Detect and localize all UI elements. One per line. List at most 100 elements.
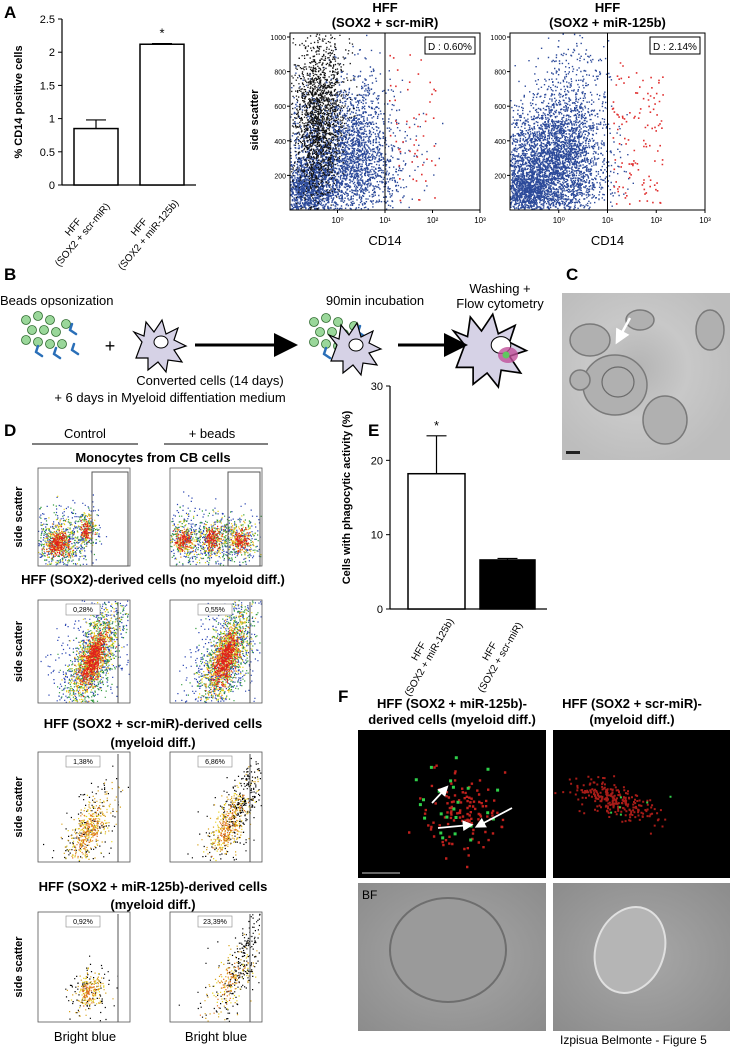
gate — [607, 32, 706, 211]
scale-bar — [566, 451, 580, 454]
x-tick-label: 10² — [427, 216, 439, 225]
event-dots — [74, 618, 117, 697]
antibody — [70, 342, 80, 356]
plot-frame — [37, 911, 131, 1023]
bead — [309, 317, 319, 327]
column-title: HFF (SOX2 + scr-miR)- — [562, 696, 702, 711]
step-label: Washing + — [469, 281, 530, 296]
legend-entry: Beads — [362, 751, 396, 765]
event-dots — [290, 33, 359, 210]
y-axis-label: side scatter — [13, 776, 25, 838]
cell-outline — [569, 323, 611, 357]
row-title: HFF (SOX2 + scr-miR)-derived cells — [44, 716, 263, 731]
event-dots — [80, 520, 96, 543]
bar — [479, 559, 536, 610]
event-dots — [227, 527, 251, 553]
plot-frame — [37, 751, 131, 863]
event-dots — [228, 761, 262, 843]
note: Converted cells (14 days) — [136, 373, 283, 388]
bead — [45, 315, 55, 325]
row-title: Monocytes from CB cells — [75, 450, 230, 465]
bar — [407, 472, 466, 610]
gate-label-box — [65, 603, 101, 616]
bar — [139, 43, 185, 186]
y-tick-label: 2 — [49, 47, 55, 59]
pointer-arrow — [474, 807, 513, 828]
gate-label: 1,38% — [73, 759, 93, 766]
cell-outline — [569, 369, 591, 391]
event-dots — [187, 757, 262, 861]
pointer-arrow — [437, 820, 474, 832]
event-dots — [554, 775, 667, 835]
cell-outline — [642, 395, 688, 445]
nucleus — [153, 335, 169, 349]
cell-outline — [625, 309, 655, 331]
y-tick-label: 0 — [377, 604, 383, 616]
antibody — [68, 322, 78, 336]
panel-label: E — [368, 421, 379, 440]
bead — [39, 325, 49, 335]
x-tick-label: 10² — [650, 216, 662, 225]
x-axis-label: CD14 — [368, 233, 401, 248]
event-dots — [188, 503, 261, 566]
bar — [73, 127, 119, 186]
x-axis-label: Bright blue — [54, 1029, 116, 1044]
event-dots — [181, 600, 261, 703]
gate-label: 6,86% — [205, 759, 225, 766]
panel-label: C — [566, 265, 578, 284]
step-label: 90min incubation — [326, 293, 424, 308]
category-label: HFF(SOX2 + scr-miR) — [476, 621, 525, 695]
bead — [321, 313, 331, 323]
cell — [450, 312, 529, 389]
gate-label: D : 0.60% — [428, 42, 472, 53]
y-tick-label: 1 — [49, 114, 55, 126]
event-dots — [290, 137, 342, 210]
bead — [61, 319, 71, 329]
row-title: HFF (SOX2)-derived cells (no myeloid dif… — [21, 572, 285, 587]
x-tick-label: 10³ — [699, 216, 711, 225]
row-title: HFF (SOX2 + miR-125b)-derived cells — [39, 879, 268, 894]
x-tick-label: 10¹ — [379, 216, 391, 225]
step-label: Beads opsonization — [0, 293, 113, 308]
event-dots — [72, 807, 103, 859]
y-tick-label: 2.5 — [40, 14, 55, 26]
nucleus — [348, 338, 364, 352]
panel-label: D — [4, 421, 16, 440]
fluorescence-image — [553, 730, 730, 878]
x-axis-label: Bright blue — [185, 1029, 247, 1044]
gate — [384, 32, 481, 211]
category-label: HFF(SOX2 + scr-miR) — [53, 201, 112, 269]
y-axis-label: % CD14 positive cells — [13, 45, 25, 158]
y-tick-label: 600 — [494, 104, 506, 111]
footer: Izpisua Belmonte - Figure 5 — [560, 1033, 707, 1047]
cell-nucleus — [601, 366, 635, 398]
y-tick-label: 600 — [274, 104, 286, 111]
gate-label-box — [197, 603, 233, 616]
row-title: (myeloid diff.) — [110, 735, 195, 750]
x-tick-label: 10¹ — [602, 216, 614, 225]
plot-title: HFF — [372, 0, 397, 15]
category-label: HFF(SOX2 + miR-125b) — [403, 617, 457, 699]
panel-label: F — [338, 687, 348, 706]
y-tick-label: 800 — [494, 70, 506, 77]
column-title: HFF (SOX2 + miR-125b)- — [377, 696, 527, 711]
y-tick-label: 1000 — [270, 35, 286, 42]
x-tick-label: 10³ — [474, 216, 486, 225]
antibody — [34, 344, 44, 358]
event-dots — [408, 764, 507, 869]
event-dots — [41, 526, 75, 559]
column-header: + beads — [189, 426, 236, 441]
plot-frame — [169, 911, 263, 1023]
y-tick-label: 400 — [274, 139, 286, 146]
bead — [57, 339, 67, 349]
event-dots — [61, 602, 128, 703]
y-axis-label: side scatter — [13, 486, 25, 548]
bead — [333, 317, 343, 327]
x-tick-label: 10⁰ — [553, 216, 565, 225]
event-dots — [74, 512, 97, 552]
y-tick-label: 10 — [371, 530, 383, 542]
y-axis-label: side scatter — [249, 89, 261, 151]
cell-outline — [582, 354, 648, 416]
